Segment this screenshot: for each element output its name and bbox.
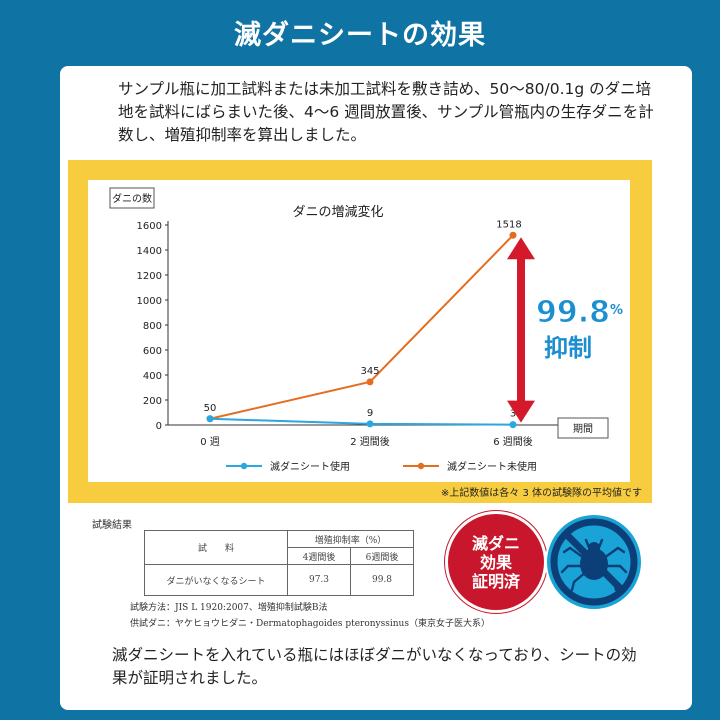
data-point [366,420,374,428]
legend-label: 滅ダニシート未使用 [447,460,537,473]
y-tick-label: 1600 [137,221,162,232]
chart-frame: ダニの数期間 ダニの増減変化 0 200 400 600 800 1000 1200 1400 1… [68,160,652,503]
proven-badge: 滅ダニ 効果 証明済 [448,514,544,610]
col-6w: 6週間後 [350,547,414,565]
content-card: サンプル瓶に加工試料または未加工試料を敷き詰め、50〜80/0.1g のダニ培地… [60,66,692,710]
reduction-text: 抑制 [544,334,592,362]
xlabel-box [557,417,609,439]
arrow-shaft [517,255,525,405]
ylabel: ダニの数 [112,192,152,205]
x-tick-label: 6 週間後 [493,435,533,448]
chart-title: ダニの増減変化 [292,204,383,220]
col-4w: 4週間後 [287,547,351,565]
legend-marker [417,462,425,470]
results-title: 試験結果 [92,520,132,531]
header-sample: 試 料 [144,530,288,565]
series-line [209,417,514,426]
test-mite: 供試ダニ：ヤケヒョウヒダニ・Dermatophagoides pteronyss… [130,619,490,629]
y-tick-label: 400 [143,371,162,382]
y-tick-label: 0 [156,421,162,432]
series-lines: 50 9 3 345 1518 [204,219,522,429]
y-tick-label: 1200 [137,271,162,282]
ylabel-box [109,187,155,209]
badge-line2: 効果 [479,552,512,572]
row-6w: 99.8 [350,564,414,596]
data-label: 3 [510,409,516,420]
legend-label: 滅ダニシート使用 [270,460,350,473]
footnote: ※上記数値は各々 3 体の試験隊の平均値です [440,488,642,499]
header-rate: 増殖抑制率（%） [287,530,414,548]
intro-text: サンプル瓶に加工試料または未加工試料を敷き詰め、50〜80/0.1g のダニ培地… [118,80,654,144]
series-line [209,234,514,420]
y-tick-label: 600 [143,346,162,357]
data-label: 50 [204,403,217,414]
y-tick-label: 1400 [137,246,162,257]
data-point [509,231,517,239]
reduction-value: 99.8 [536,295,610,330]
x-tick-label: 2 週間後 [350,435,390,448]
y-tick-label: 1000 [137,296,162,307]
chart-legend: 滅ダニシート使用 滅ダニシート未使用 [226,460,537,473]
xlabel: 期間 [573,423,593,435]
data-label: 345 [360,366,379,377]
chart-box: ダニの数期間 ダニの増減変化 0 200 400 600 800 1000 1200 1400 1… [88,180,630,482]
mite-prohibited-icon [545,513,643,611]
row-name: ダニがいなくなるシート [144,564,288,596]
badge-line1: 滅ダニ [471,533,520,553]
row-4w: 97.3 [287,564,351,596]
page-title: 滅ダニシートの効果 [234,19,486,51]
y-tick-label: 200 [143,396,162,407]
title-banner: 滅ダニシートの効果 [0,0,720,64]
y-tick-label: 800 [143,321,162,332]
x-categories: 0 週 2 週間後 6 週間後 [200,435,533,448]
reduction-unit: % [610,303,623,318]
arrow-head-down [507,400,535,423]
data-point [366,378,374,386]
data-point [509,421,517,429]
test-method: 試験方法：JIS L 1920:2007、増殖抑制試験B法 [130,603,328,613]
results-table: 試 料 増殖抑制率（%） 4週間後 6週間後 ダニがいなくなるシート 97.3 … [144,530,414,596]
data-label: 1518 [496,219,521,230]
data-point [206,415,214,423]
data-label: 9 [367,408,373,419]
badge-line3: 証明済 [471,571,520,591]
legend-marker [240,462,248,470]
y-ticks: 0 200 400 600 800 1000 1200 1400 1600 [137,221,168,432]
reduction-annotation: 99.8 % 抑制 [507,237,623,423]
conclusion-text: 滅ダニシートを入れている瓶にはほぼダニがいなくなっており、シートの効果が証明され… [112,646,637,687]
x-tick-label: 0 週 [200,436,220,448]
arrow-head-up [507,237,535,260]
